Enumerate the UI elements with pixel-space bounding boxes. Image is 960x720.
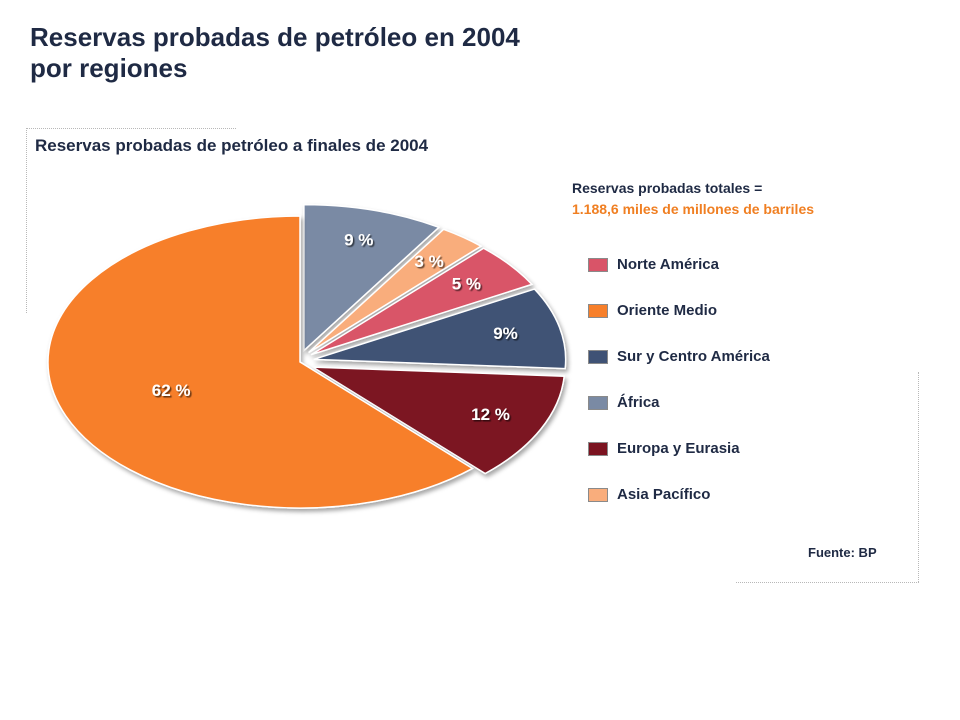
- slice-label-oriente-medio: 62 %: [152, 381, 191, 400]
- pie-slice-sur-y-centro-america: [313, 288, 567, 370]
- legend-swatch: [588, 488, 608, 502]
- legend-label: Sur y Centro América: [617, 348, 770, 365]
- pie-slice-norte-america: [310, 247, 534, 356]
- slice-label-sur-y-centro-america: 9%: [493, 324, 518, 343]
- totals-note: Reservas probadas totales = 1.188,6 mile…: [572, 178, 814, 220]
- totals-line-2: 1.188,6 miles de millones de barriles: [572, 201, 815, 217]
- legend-swatch: [588, 304, 608, 318]
- pie-slice-africa: [303, 203, 441, 353]
- slice-label-africa: 9 %: [344, 231, 373, 250]
- page-title: Reservas probadas de petróleo en 2004 po…: [30, 22, 520, 84]
- frame-line-bottom: [736, 582, 919, 583]
- legend-label: Asia Pacífico: [617, 486, 711, 503]
- title-line-1: Reservas probadas de petróleo en 2004: [30, 22, 520, 52]
- source-note: Fuente: BP: [808, 545, 877, 560]
- frame-line-right: [918, 372, 919, 582]
- totals-line-1: Reservas probadas totales =: [572, 180, 763, 196]
- pie-slice-europa-y-eurasia: [309, 366, 566, 475]
- frame-line-top: [26, 128, 236, 129]
- legend-label: Europa y Eurasia: [617, 440, 740, 457]
- chart-title: Reservas probadas de petróleo a finales …: [35, 136, 429, 155]
- legend-label: África: [617, 394, 660, 411]
- legend-swatch: [588, 396, 608, 410]
- slice-label-asia-pacifico: 3 %: [414, 252, 443, 271]
- legend-swatch: [588, 350, 608, 364]
- frame-line-left: [26, 128, 27, 313]
- legend-swatch: [588, 258, 608, 272]
- pie-slice-asia-pacifico: [308, 228, 483, 354]
- title-line-2: por regiones: [30, 53, 188, 83]
- pie-slice-oriente-medio: [47, 215, 475, 509]
- slice-label-europa-y-eurasia: 12 %: [471, 405, 510, 424]
- legend-label: Oriente Medio: [617, 302, 718, 319]
- legend-label: Norte América: [617, 256, 719, 273]
- slice-label-norte-america: 5 %: [452, 274, 481, 293]
- legend-swatch: [588, 442, 608, 456]
